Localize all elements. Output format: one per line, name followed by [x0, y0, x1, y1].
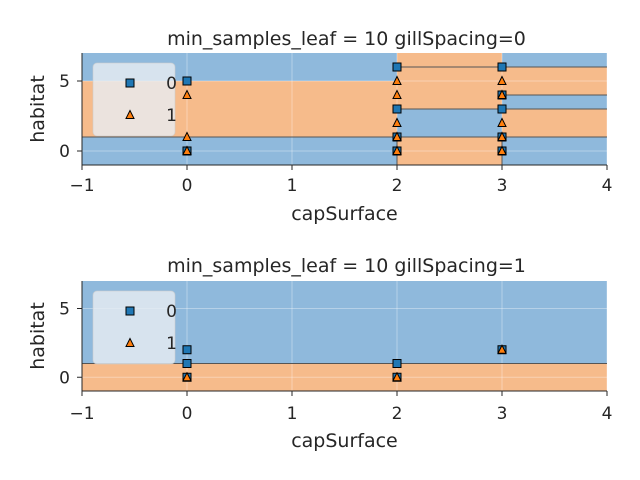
legend-label-0: 0 [166, 302, 177, 322]
point-class-1 [497, 131, 507, 141]
legend: 01 [92, 62, 177, 137]
legend: 01 [92, 290, 177, 365]
point-class-0 [392, 104, 402, 114]
point-class-1 [182, 145, 192, 155]
x-tick-label: 0 [182, 176, 193, 196]
y-tick-label: 5 [59, 72, 70, 92]
point-class-1 [392, 145, 402, 155]
legend-triangle-icon [125, 109, 135, 119]
legend-label-1: 1 [166, 334, 177, 354]
point-class-0 [182, 345, 192, 355]
y-tick-label: 0 [59, 142, 70, 162]
decision-region-class-1 [502, 109, 607, 137]
point-class-0 [182, 76, 192, 86]
legend-triangle-icon [125, 337, 135, 347]
point-class-1 [497, 344, 507, 354]
point-class-1 [392, 131, 402, 141]
legend-square-icon [125, 78, 135, 88]
x-tick-label: 2 [392, 404, 403, 424]
x-tick-label: 3 [497, 404, 508, 424]
x-axis-label: capSurface [291, 203, 398, 225]
point-class-0 [182, 359, 192, 368]
x-tick-label: 4 [602, 176, 613, 196]
x-axis-label: capSurface [291, 430, 398, 452]
decision-region-class-1 [82, 363, 607, 391]
x-tick-label: −1 [69, 176, 94, 196]
point-class-1 [392, 371, 402, 382]
point-class-0 [392, 359, 402, 368]
point-class-0 [497, 62, 507, 72]
point-class-0 [392, 62, 402, 72]
point-class-1 [497, 75, 507, 85]
x-tick-label: 1 [287, 404, 298, 424]
x-tick-label: 3 [497, 176, 508, 196]
decision-region-class-0 [397, 109, 502, 137]
decision-region-class-1 [397, 53, 502, 109]
legend-label-1: 1 [166, 106, 177, 126]
point-class-1 [392, 75, 402, 85]
point-class-1 [497, 89, 507, 99]
x-tick-label: 0 [182, 404, 193, 424]
decision-region-class-0 [502, 53, 607, 67]
point-class-0 [497, 104, 507, 114]
y-axis-label: habitat [27, 302, 49, 370]
y-tick-label: 0 [59, 368, 70, 388]
point-class-1 [392, 89, 402, 99]
point-class-1 [497, 117, 507, 127]
legend-label-0: 0 [166, 74, 177, 94]
decision-region-class-0 [502, 95, 607, 109]
decision-region-class-1 [397, 137, 502, 165]
x-tick-label: 1 [287, 176, 298, 196]
chart-title: min_samples_leaf = 10 gillSpacing=0 [167, 28, 526, 50]
y-axis-label: habitat [27, 75, 49, 143]
x-tick-label: −1 [69, 404, 94, 424]
x-tick-label: 2 [392, 176, 403, 196]
point-class-1 [392, 117, 402, 127]
point-class-1 [182, 371, 192, 382]
point-class-1 [182, 89, 192, 99]
legend-square-icon [125, 306, 135, 316]
x-tick-label: 4 [602, 404, 613, 424]
decision-region-class-1 [502, 67, 607, 95]
chart-title: min_samples_leaf = 10 gillSpacing=1 [167, 255, 526, 277]
point-class-1 [182, 131, 192, 141]
point-class-1 [497, 145, 507, 155]
legend-box [92, 290, 176, 365]
y-tick-label: 5 [59, 300, 70, 320]
decision-region-class-0 [82, 137, 607, 165]
legend-box [92, 62, 176, 137]
